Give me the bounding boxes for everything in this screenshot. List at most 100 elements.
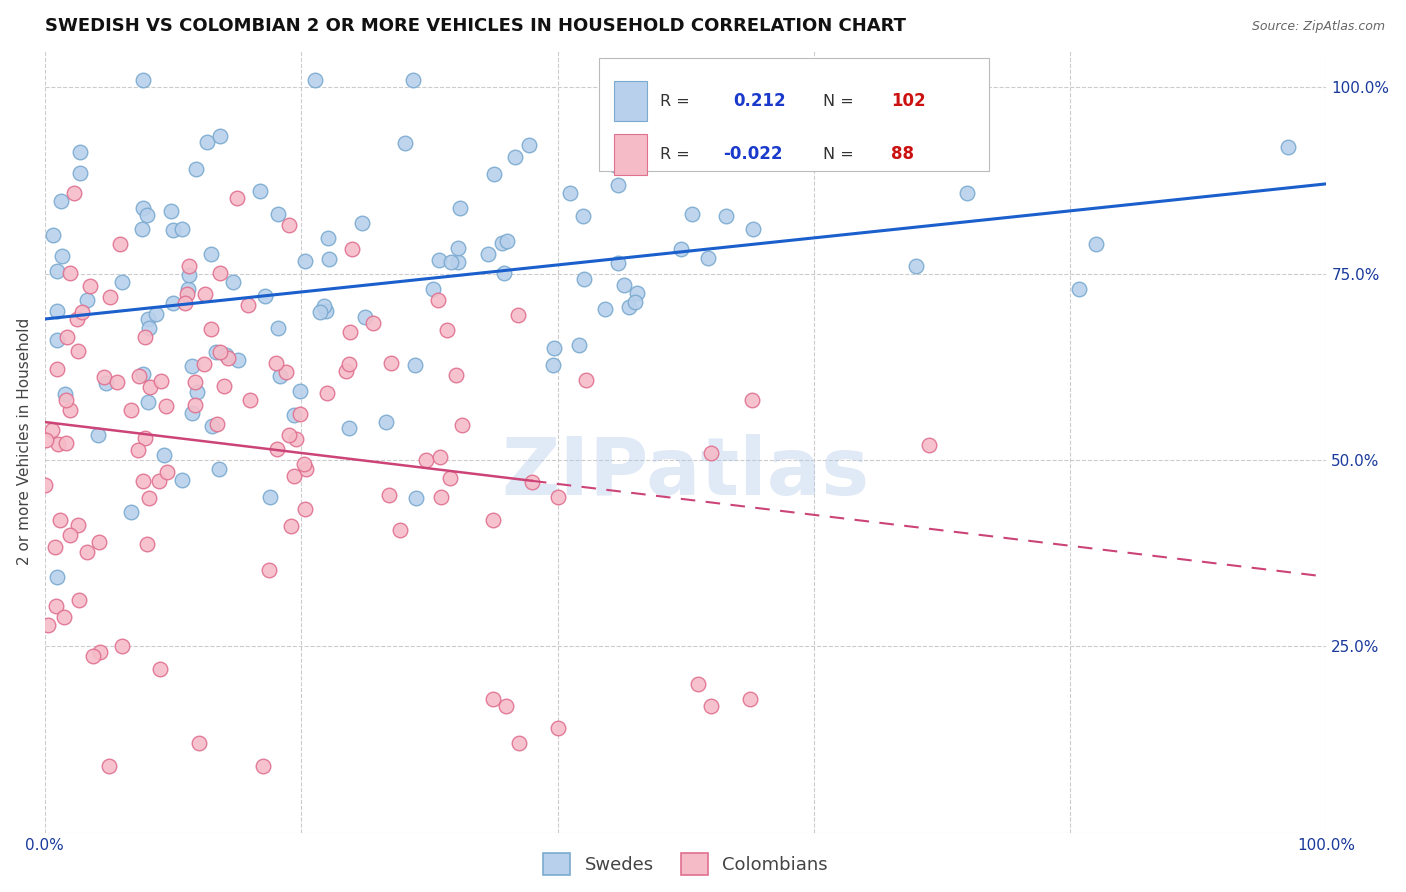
Point [93,369,115,384]
Point [700,445,723,459]
Point [45,303,67,318]
Point [426,293,449,308]
Point [145,307,167,321]
Point [222,275,245,289]
Point [110,236,132,251]
Point [45,570,67,584]
Text: ZIPatlas: ZIPatlas [502,434,870,512]
Point [94,376,117,391]
Point [337,420,360,434]
Point [427,252,450,267]
Point [170,222,193,236]
Point [87,427,110,442]
Point [44,540,66,554]
Point [738,691,761,706]
Point [380,356,402,370]
Point [172,474,194,488]
Point [294,502,316,516]
Text: R =: R = [659,94,690,109]
Point [186,384,208,399]
Point [905,260,928,274]
Point [127,443,149,458]
Point [226,353,249,368]
Point [496,234,519,248]
Point [214,378,236,392]
Point [135,537,157,551]
Point [69,166,91,180]
Point [66,311,89,326]
Point [606,178,628,193]
Point [288,407,311,421]
Point [176,287,198,301]
Point [626,286,648,301]
Point [508,736,530,750]
Point [304,73,326,87]
Point [575,373,598,387]
Point [149,374,172,388]
Point [716,209,738,223]
Point [51,194,73,208]
Point [741,221,763,235]
Point [174,296,197,310]
Point [404,358,426,372]
Point [267,321,290,335]
Point [46,264,69,278]
Point [226,191,249,205]
Point [280,519,302,533]
Point [505,150,527,164]
Point [89,645,111,659]
Point [200,322,222,336]
Point [70,304,93,318]
Point [177,282,200,296]
Point [200,246,222,260]
Point [316,230,339,244]
Point [619,300,641,314]
Point [156,466,179,480]
Point [208,266,231,280]
Point [181,407,204,421]
Text: SWEDISH VS COLOMBIAN 2 OR MORE VEHICLES IN HOUSEHOLD CORRELATION CHART: SWEDISH VS COLOMBIAN 2 OR MORE VEHICLES … [45,17,905,35]
Point [59,266,82,280]
FancyBboxPatch shape [599,58,990,171]
Point [45,599,67,614]
Point [422,282,444,296]
Point [207,417,229,432]
Point [98,290,121,304]
Point [236,298,259,312]
Point [405,491,427,505]
Point [295,462,318,476]
Point [283,409,305,423]
Point [318,252,340,266]
Point [266,442,288,457]
Point [53,386,76,401]
Point [312,300,335,314]
Point [394,136,416,150]
Point [134,330,156,344]
Point [46,362,69,376]
Point [208,128,231,143]
Point [76,293,98,307]
Legend: Swedes, Colombians: Swedes, Colombians [536,846,835,882]
Point [138,491,160,505]
Point [120,403,142,417]
Point [352,215,374,229]
Point [181,359,204,373]
Point [134,431,156,445]
Point [444,368,467,382]
Point [162,223,184,237]
Point [131,474,153,488]
Point [59,527,82,541]
Point [308,305,330,319]
Point [697,251,720,265]
Point [111,640,134,654]
Point [49,513,72,527]
Point [335,364,357,378]
Point [138,394,160,409]
Point [700,699,723,714]
Point [1277,140,1299,154]
Bar [614,80,647,121]
Point [239,392,262,407]
Point [194,286,217,301]
Point [155,400,177,414]
Point [276,365,298,379]
